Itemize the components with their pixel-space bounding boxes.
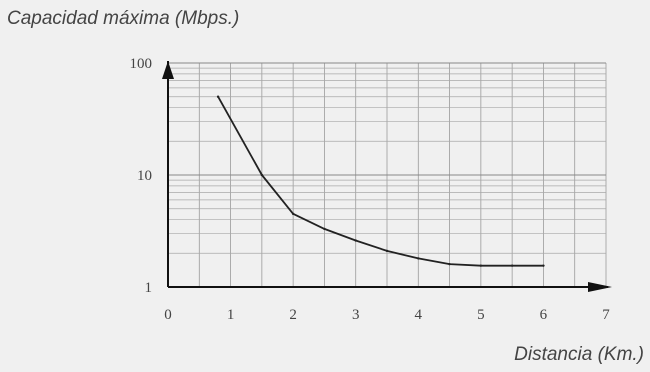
x-tick-label: 4 — [415, 307, 423, 323]
grid — [168, 62, 607, 288]
x-tick-label: 6 — [540, 307, 548, 323]
data-point — [510, 264, 514, 267]
x-tick-label: 0 — [164, 307, 172, 323]
data-point — [479, 264, 483, 267]
y-axis-arrow — [162, 61, 174, 79]
x-axis-arrow — [588, 282, 612, 292]
y-tick-label: 1 — [145, 280, 153, 296]
y-tick-label: 10 — [137, 168, 152, 184]
y-tick-label: 100 — [130, 56, 153, 72]
x-tick-label: 5 — [477, 307, 485, 323]
data-point — [448, 262, 451, 266]
chart-title: Capacidad máxima (Mbps.) — [7, 8, 240, 29]
line-layer — [216, 95, 545, 267]
x-tick-label: 7 — [602, 307, 610, 323]
data-point — [216, 95, 220, 98]
data-point — [323, 227, 326, 231]
x-axis-label: Distancia (Km.) — [514, 344, 644, 365]
x-tick-label: 2 — [289, 307, 297, 323]
x-tick-label: 1 — [227, 307, 235, 323]
data-point — [260, 173, 264, 177]
data-point — [354, 239, 357, 242]
data-point — [385, 249, 389, 253]
series-line — [217, 96, 544, 267]
data-point — [291, 212, 295, 216]
data-point — [542, 264, 545, 267]
x-tick-label: 3 — [352, 307, 360, 323]
axes — [162, 61, 612, 292]
data-point — [417, 257, 420, 260]
